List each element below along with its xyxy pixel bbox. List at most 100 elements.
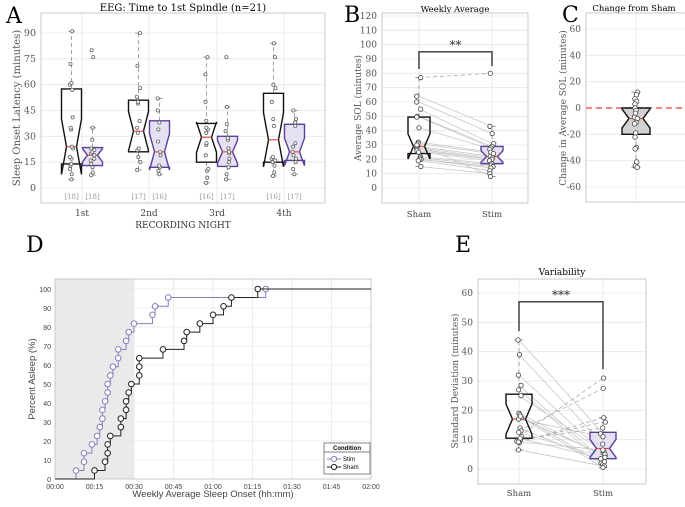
panel-b-pair-line xyxy=(418,146,493,157)
panel-d-stim-marker xyxy=(104,389,111,396)
panel-e-ytick-label: 60 xyxy=(462,289,474,299)
panel-c-data-point xyxy=(631,121,638,127)
panel-b-significance-bracket xyxy=(418,51,493,70)
panel-a-3rd-sham-box xyxy=(195,121,218,163)
panel-a-data-point xyxy=(69,161,74,166)
panel-a-data-point xyxy=(223,129,228,134)
panel-a-data-point xyxy=(293,120,298,125)
panel-b-sham-point xyxy=(418,106,424,112)
panel-a-data-point xyxy=(90,125,95,130)
panel-a-data-point xyxy=(292,172,297,177)
panel-a-data-point xyxy=(136,146,141,151)
panel-a-ylabel: Sleep Onset Latency (minutes) xyxy=(12,30,23,186)
panel-b-ytick-label: 100 xyxy=(360,41,377,51)
panel-e-pair-line xyxy=(518,431,604,458)
panel-a-data-point xyxy=(203,99,208,104)
panel-d-sham-marker xyxy=(135,372,143,379)
panel-a-count-label: [16] xyxy=(199,193,214,201)
panel-a-data-point xyxy=(92,156,97,161)
panel-c-ytick-label: -60 xyxy=(567,183,582,193)
panel-a-data-point xyxy=(271,173,276,178)
panel-b-sham-point xyxy=(418,75,424,81)
panel-a-data-point xyxy=(67,154,72,159)
panel-e-ytick-label: 0 xyxy=(467,465,473,475)
panel-a-data-point xyxy=(227,156,232,161)
panel-b-pair-line xyxy=(418,144,493,177)
panel-e-pair-line xyxy=(518,415,604,468)
panel-a-data-point xyxy=(90,137,95,142)
panel-e-stim-point xyxy=(600,385,606,391)
panel-d-ytick-label: 30 xyxy=(43,420,51,427)
panel-e-stim-point xyxy=(602,454,608,460)
panel-d-sham-marker xyxy=(107,432,114,440)
panel-a-xtick-label: 4th xyxy=(276,209,291,219)
panel-a-data-point xyxy=(157,120,162,125)
panel-b-sham-box xyxy=(407,116,431,160)
panel-d-legend-title: Condition xyxy=(333,446,361,452)
panel-a-data-point xyxy=(69,172,74,177)
panel-c-ytick-label: 40 xyxy=(570,51,582,61)
panel-a-data-point xyxy=(291,167,296,172)
panel-d-stim-marker xyxy=(125,328,133,336)
panel-b-ytick-label: 10 xyxy=(366,170,378,180)
panel-b-sham-point xyxy=(416,125,422,131)
panel-d-sham-marker xyxy=(220,302,227,310)
panel-a-data-point xyxy=(203,153,208,158)
panel-d-ytick-label: 80 xyxy=(43,325,51,332)
panel-d-sham-marker xyxy=(209,311,217,319)
panel-d-sham-marker xyxy=(104,449,111,457)
panel-b-pair-line xyxy=(418,166,493,175)
panel-d-sham-marker xyxy=(228,294,235,301)
panel-d-stim-marker xyxy=(109,363,117,371)
panel-e-sham-point xyxy=(517,413,524,419)
panel-e-axes-frame xyxy=(477,278,647,485)
panel-e-stim-point xyxy=(601,415,607,421)
panel-a-data-point xyxy=(91,55,96,60)
panel-a-data-point xyxy=(89,48,94,53)
panel-d-ylabel: Percent Asleep (%) xyxy=(27,338,38,419)
panel-e-significance-bracket xyxy=(518,301,604,370)
panel-a-data-point xyxy=(271,41,276,46)
panel-a-data-point xyxy=(137,118,142,123)
panel-d-sham-marker xyxy=(196,320,204,327)
panel-e-sham-point xyxy=(515,439,521,445)
panel-b-ytick-label: 80 xyxy=(366,69,378,79)
panel-b-ytick-label: 20 xyxy=(366,155,378,165)
panel-letter-e: E xyxy=(455,233,471,258)
panel-d-stim-marker xyxy=(149,311,156,319)
panel-a-data-point xyxy=(204,180,209,185)
panel-a-xlabel: RECORDING NIGHT xyxy=(135,221,231,231)
panel-a-data-point xyxy=(70,87,75,92)
panel-a-data-point xyxy=(293,124,298,129)
panel-b-title: Weekly Average xyxy=(421,5,490,15)
panel-b-pair-line xyxy=(418,143,493,154)
panel-e-stim-point xyxy=(602,419,608,425)
panel-a-data-point xyxy=(156,168,161,173)
panel-a-data-point xyxy=(225,136,230,141)
panel-d-ytick-label: 100 xyxy=(39,287,51,294)
panel-a-data-point xyxy=(90,165,95,170)
panel-d-ytick-label: 70 xyxy=(43,344,51,351)
panel-e-pair-line xyxy=(518,417,604,443)
panel-d-xtick-label: 00:45 xyxy=(165,484,183,491)
panel-a-count-label: [16] xyxy=(152,193,167,201)
panel-a-count-label: [17] xyxy=(287,193,302,201)
panel-a-data-point xyxy=(89,146,94,151)
panel-a-data-point xyxy=(135,130,140,135)
panel-a-data-point xyxy=(272,170,277,175)
panel-d-xtick-label: 02:00 xyxy=(362,484,380,491)
panel-a-data-point xyxy=(294,156,299,161)
panel-d-stim-marker xyxy=(122,337,130,345)
panel-e-pair-line xyxy=(518,449,604,467)
panel-a-data-point xyxy=(226,149,231,154)
panel-d-legend: Condition Stim Sham xyxy=(323,442,371,475)
panel-e-sham-point xyxy=(516,429,522,435)
panel-e-pair-line xyxy=(518,339,604,435)
panel-a-2nd-stim-box xyxy=(148,120,171,171)
panel-a-data-point xyxy=(156,127,161,132)
panel-c-ytick-label: 60 xyxy=(570,25,582,35)
panel-b-sham-point xyxy=(415,149,422,155)
panel-b-pair-line xyxy=(418,116,493,149)
panel-a-1st-sham-box xyxy=(60,88,83,175)
panel-d-sham-marker xyxy=(135,363,143,371)
